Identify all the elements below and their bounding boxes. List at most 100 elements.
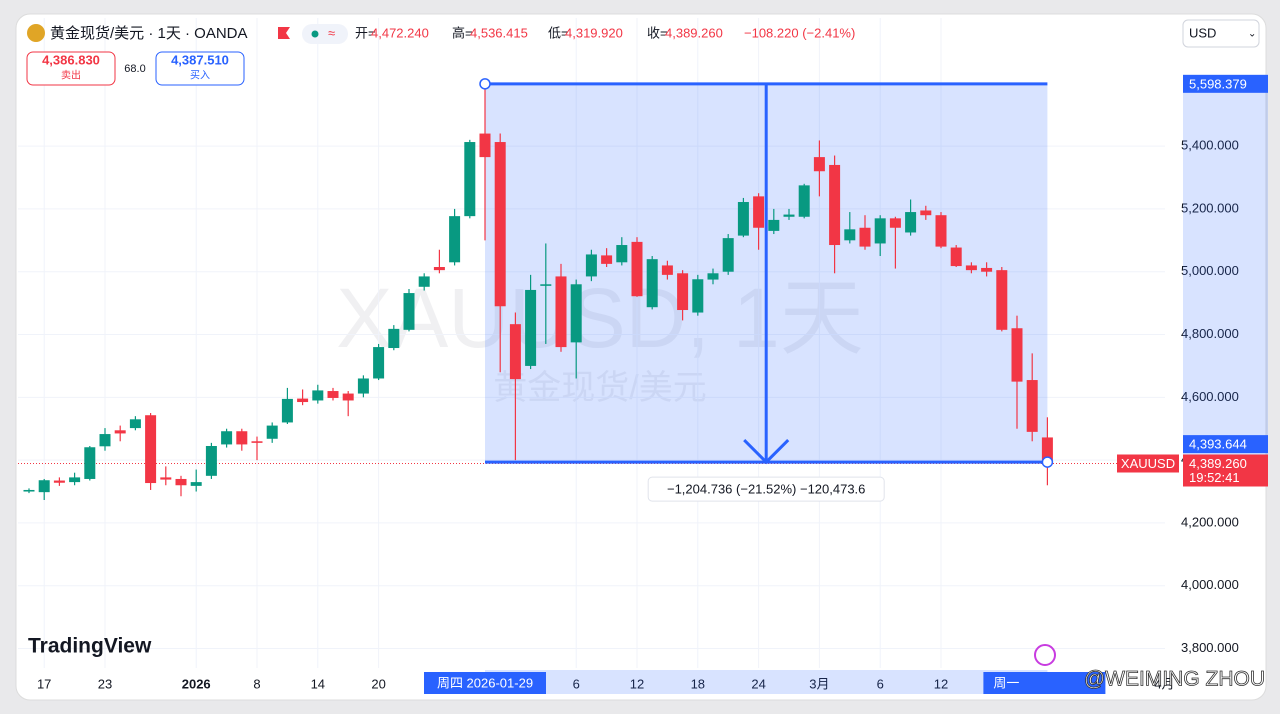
candle-body — [433, 267, 445, 271]
candle-body — [753, 196, 765, 228]
candle-body — [53, 480, 65, 483]
start-date-box — [424, 672, 546, 694]
candle-body — [23, 489, 35, 492]
candle-body — [99, 434, 111, 447]
watermark-name: 黄金现货/美元 — [493, 369, 706, 407]
candle-body — [494, 142, 506, 307]
y-tick-label: 5,200.000 — [1181, 200, 1239, 215]
candle-body — [631, 241, 643, 297]
candle-body — [509, 324, 521, 380]
sell-button[interactable] — [26, 51, 116, 86]
candle-body — [996, 270, 1008, 330]
flash-icon[interactable] — [1034, 644, 1056, 666]
candle-body — [312, 390, 324, 401]
x-tick-label: 6 — [573, 676, 580, 691]
buy-button[interactable] — [155, 51, 245, 86]
candle-body — [661, 265, 673, 275]
symbol-icon — [27, 24, 45, 42]
candle-body — [570, 284, 582, 343]
measure-label: −1,204.736 (−21.52%) −120,473.6 — [667, 482, 865, 497]
y-tick-label: 4,800.000 — [1181, 326, 1239, 341]
y-tick-label: 4,200.000 — [1181, 514, 1239, 529]
candle-body — [342, 393, 354, 401]
candle-body — [646, 259, 658, 308]
symbol-tag: XAUUSD — [1121, 456, 1175, 471]
countdown: 19:52:41 — [1189, 470, 1240, 485]
measure-start-price: 5,598.379 — [1189, 76, 1247, 91]
ohlc-label: 低= — [548, 25, 569, 40]
ohlc-value: 4,319.920 — [565, 25, 623, 40]
candle-body — [464, 142, 476, 217]
y-tick-label: 5,000.000 — [1181, 263, 1239, 278]
candle-body — [965, 265, 977, 271]
candle-body — [251, 441, 263, 443]
candle-body — [373, 347, 385, 379]
candle-body — [403, 293, 415, 330]
x-tick-label: 12 — [934, 676, 948, 691]
symbol-title[interactable]: 黄金现货/美元 · 1天 · OANDA — [50, 25, 248, 42]
candle-body — [69, 477, 81, 483]
status-dot — [311, 30, 319, 38]
candle-body — [601, 255, 613, 264]
currency-select[interactable] — [1182, 19, 1260, 48]
card — [15, 13, 1267, 701]
sell-price: 4,386.830 — [42, 52, 100, 67]
candle-body — [281, 398, 293, 423]
ohlc-change: −108.220 (−2.41%) — [744, 25, 855, 40]
candle-body — [950, 247, 962, 267]
candle-body — [297, 398, 309, 403]
ohlc-value: 4,472.240 — [371, 25, 429, 40]
start-date: 周四 2026-01-29 — [437, 675, 533, 690]
x-tick-label: 4月 — [1154, 676, 1174, 691]
candle-body — [449, 216, 461, 263]
candle-body — [737, 202, 749, 236]
y-tick-label: 4,600.000 — [1181, 389, 1239, 404]
candle-body — [692, 279, 704, 313]
candle-body — [555, 276, 567, 348]
candle-body — [1026, 380, 1038, 432]
candle-body — [84, 447, 96, 479]
candle-body — [205, 445, 217, 476]
candle-body — [935, 215, 947, 247]
candle-body — [114, 430, 126, 434]
ohlc-value: 4,389.260 — [665, 25, 723, 40]
candle-body — [357, 378, 369, 394]
x-tick-label: 14 — [311, 676, 325, 691]
candle-body — [160, 477, 172, 480]
measure-handle — [479, 78, 491, 90]
candle-body — [677, 273, 689, 311]
flag-icon[interactable] — [278, 27, 290, 39]
status-icon: ≈ — [328, 25, 335, 40]
x-tick-label: 3月 — [809, 676, 829, 691]
candle-body — [981, 267, 993, 272]
candle-body — [768, 219, 780, 231]
measure-handle — [1041, 456, 1054, 468]
candle-body — [540, 284, 552, 286]
candle-body — [1011, 328, 1023, 382]
measure-end-price-box — [1183, 435, 1268, 454]
measure-arrowhead — [743, 439, 790, 465]
x-tick-label: 8 — [253, 676, 260, 691]
measure-scale-band — [1183, 83, 1268, 463]
candle-body — [38, 480, 50, 493]
candle-body — [236, 431, 248, 445]
candle-body — [479, 133, 491, 158]
spread: 68.0 — [124, 63, 145, 75]
candle-body — [920, 210, 932, 216]
x-tick-label: 2026 — [182, 676, 211, 691]
measure-end-price: 4,393.644 — [1189, 437, 1247, 452]
candle-body — [707, 273, 719, 280]
ohlc-label: 开= — [355, 25, 376, 40]
y-tick-label: 4,000.000 — [1181, 577, 1239, 592]
x-tick-label: 17 — [37, 676, 51, 691]
candle-body — [844, 229, 856, 241]
credit: @WEIMING ZHOU — [1084, 668, 1265, 691]
end-date: 周一 — [993, 675, 1019, 690]
candle-body — [221, 431, 233, 445]
candle-body — [525, 289, 537, 366]
ohlc-label: 高= — [452, 25, 473, 40]
measure-axis-band — [485, 670, 1048, 694]
candle-body — [798, 185, 810, 217]
status-pill[interactable] — [302, 24, 348, 44]
candle-body — [889, 218, 901, 228]
